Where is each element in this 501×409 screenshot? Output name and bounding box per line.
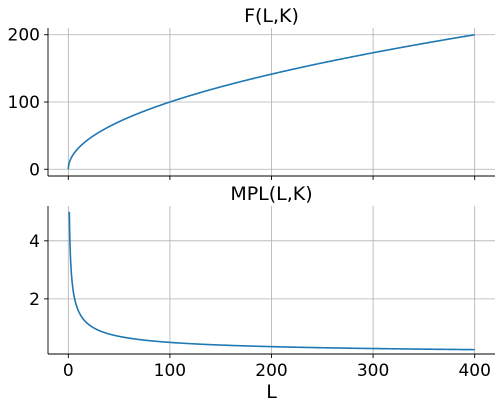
panel-title: F(L,K) (244, 5, 299, 27)
production-function-panel: 0 100 200 F(L,K) (8, 5, 495, 180)
y-tick-label: 200 (8, 26, 40, 46)
y-tick-label: 2 (29, 290, 40, 310)
x-tick-label: 0 (63, 361, 74, 381)
x-axis-label: L (266, 381, 277, 403)
marginal-product-panel: 2 4 0 100 200 300 400 MPL(L,K) L (29, 183, 495, 403)
x-tick-label: 400 (458, 361, 490, 381)
x-tick-label: 300 (357, 361, 389, 381)
series-line (67, 33, 475, 170)
y-tick-label: 4 (29, 232, 40, 252)
panel-title: MPL(L,K) (230, 183, 312, 205)
x-tick-label: 200 (255, 361, 287, 381)
y-tick-label: 100 (8, 93, 40, 113)
x-tick-label: 100 (154, 361, 186, 381)
series-line (68, 211, 475, 351)
y-tick-label: 0 (29, 160, 40, 180)
